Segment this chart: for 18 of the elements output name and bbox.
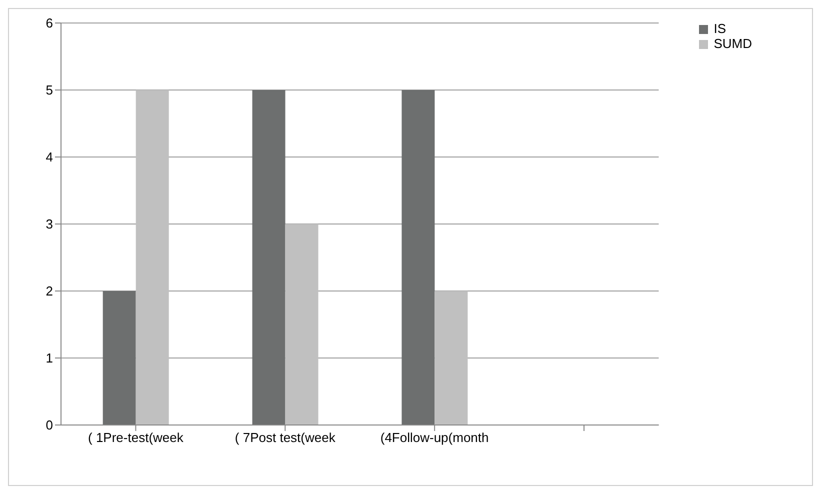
legend-label: IS — [714, 21, 726, 36]
bar — [102, 291, 136, 425]
y-tick-label: 2 — [46, 284, 53, 299]
y-tick-label: 4 — [46, 150, 53, 165]
bar — [252, 90, 286, 425]
bar — [136, 90, 169, 425]
y-tick-label: 3 — [46, 216, 53, 232]
y-tick-label: 1 — [46, 350, 53, 366]
y-tick-label: 6 — [46, 16, 53, 31]
bar — [402, 90, 435, 425]
legend-label: SUMD — [714, 36, 752, 51]
y-tick-label: 0 — [46, 418, 53, 433]
x-tick-label: (4Follow-up(month — [380, 430, 489, 446]
y-tick-label: 5 — [46, 82, 53, 98]
bar — [285, 224, 318, 425]
bar — [434, 291, 468, 425]
x-tick-label: ( 1Pre-test(week — [88, 430, 184, 446]
x-tick-label: ( 7Post test(week — [234, 430, 336, 446]
